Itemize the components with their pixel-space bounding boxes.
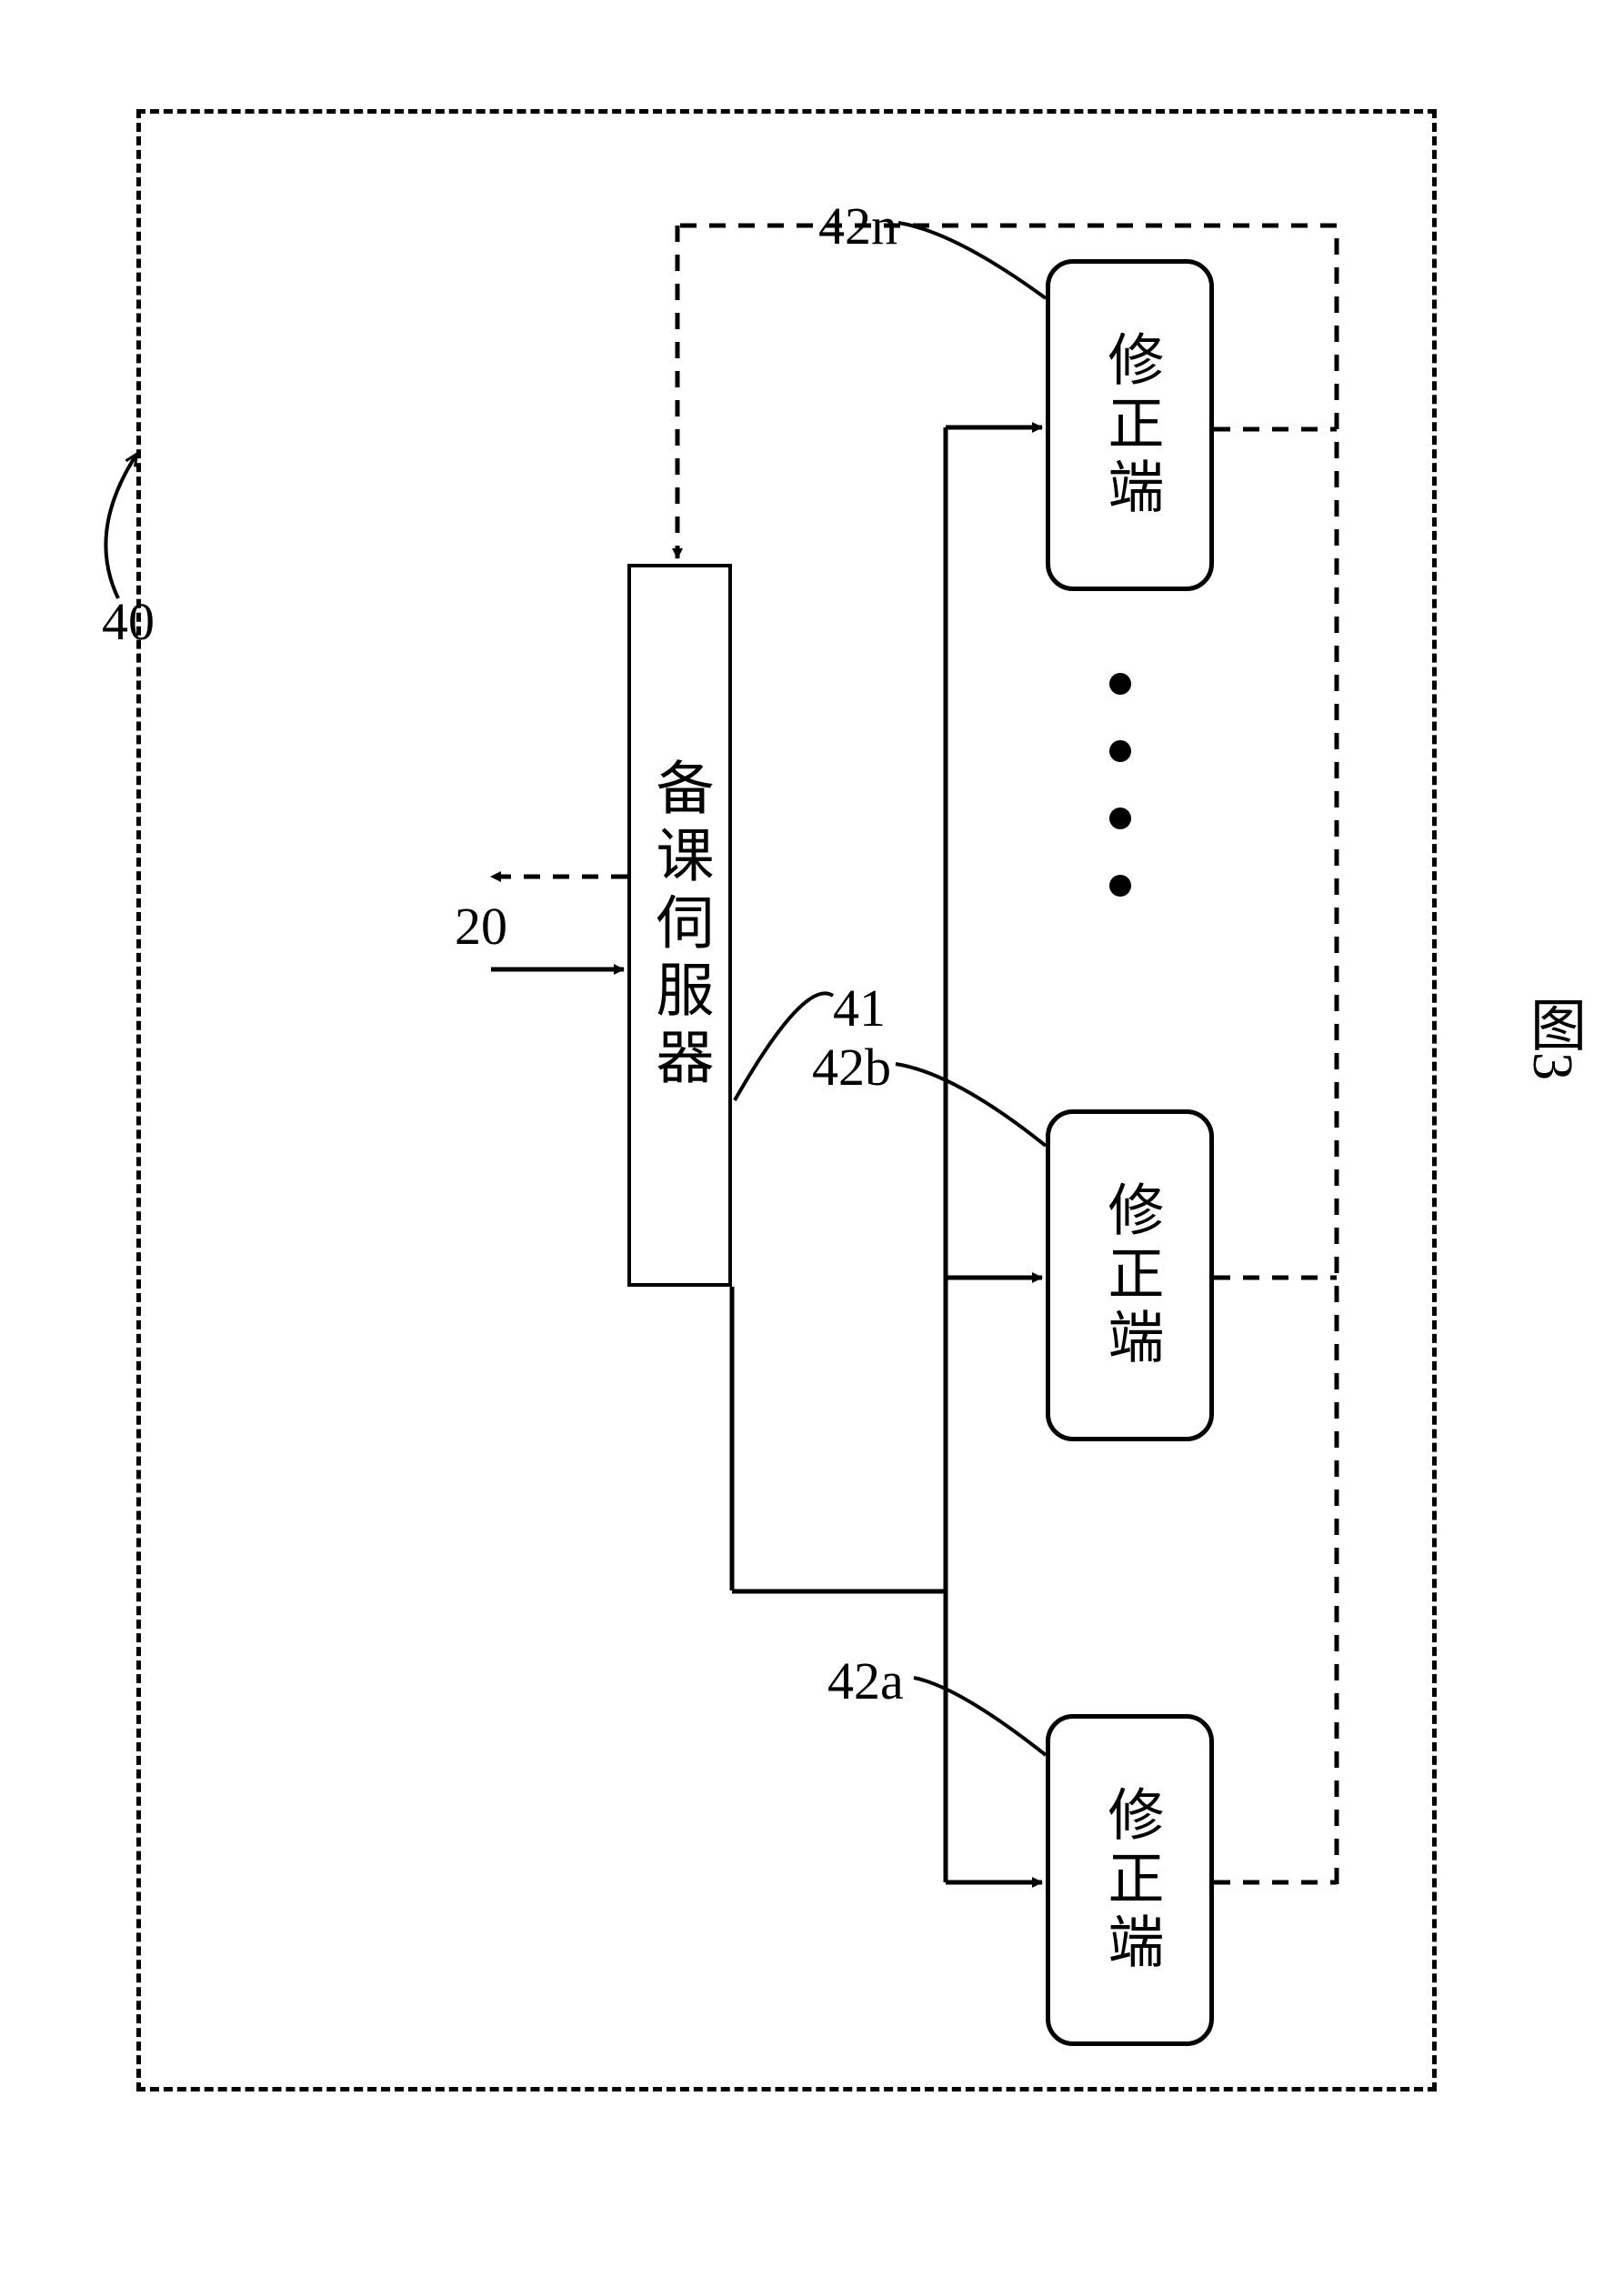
dot (1109, 740, 1131, 762)
terminal-n: 修正端 (1046, 259, 1214, 591)
terminal-b: 修正端 (1046, 1109, 1214, 1441)
dot (1109, 875, 1131, 897)
callout-20: 20 (455, 896, 507, 957)
terminal-a: 修正端 (1046, 1714, 1214, 2046)
figure-label: 图3 (1511, 996, 1593, 1080)
callout-42n: 42n (818, 196, 897, 256)
flowchart-diagram: 备课伺服器 修正端 修正端 修正端 40 20 41 42a 42b 42n 图… (0, 0, 1624, 2287)
callout-42a: 42a (827, 1650, 904, 1711)
terminal-b-label: 修正端 (1089, 1180, 1171, 1371)
ellipsis-dots (1109, 673, 1131, 897)
callout-42b: 42b (812, 1037, 891, 1098)
dot (1109, 807, 1131, 829)
terminal-n-label: 修正端 (1089, 330, 1171, 521)
server-label: 备课伺服器 (638, 757, 722, 1094)
callout-40: 40 (102, 591, 155, 652)
server-box: 备课伺服器 (627, 564, 732, 1287)
dot (1109, 673, 1131, 695)
terminal-a-label: 修正端 (1089, 1785, 1171, 1976)
callout-41: 41 (833, 978, 886, 1038)
system-boundary-box (136, 109, 1437, 2091)
